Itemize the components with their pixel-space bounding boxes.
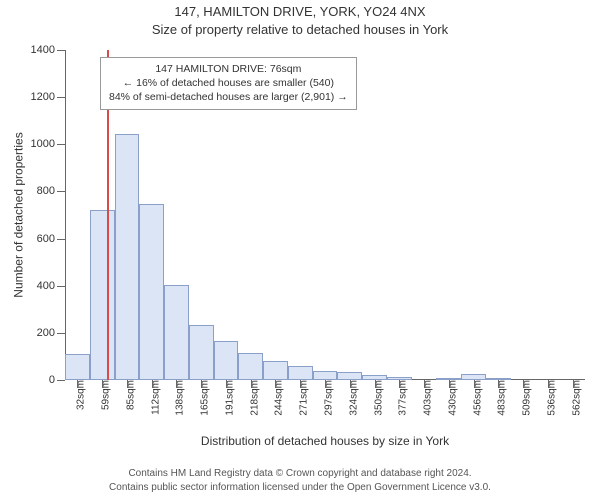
- y-tick-label: 600: [37, 233, 65, 245]
- attribution-block: Contains HM Land Registry data © Crown c…: [0, 467, 600, 494]
- x-tick-label: 297sqm: [316, 380, 335, 416]
- annotation-line: 84% of semi-detached houses are larger (…: [109, 90, 348, 104]
- y-tick-label: 1200: [31, 91, 65, 103]
- x-tick-label: 165sqm: [192, 380, 211, 416]
- x-tick-label: 218sqm: [241, 380, 260, 416]
- x-tick-label: 59sqm: [93, 380, 112, 410]
- y-axis-label-wrap: Number of detached properties: [12, 50, 26, 380]
- x-tick-label: 430sqm: [439, 380, 458, 416]
- x-tick-label: 562sqm: [563, 380, 582, 416]
- x-tick-label: 456sqm: [464, 380, 483, 416]
- chart-root: 147, HAMILTON DRIVE, YORK, YO24 4NX Size…: [0, 0, 600, 500]
- histogram-bar: [238, 353, 263, 380]
- histogram-bar: [313, 371, 338, 380]
- x-tick-label: 32sqm: [68, 380, 87, 410]
- chart-title-sub: Size of property relative to detached ho…: [0, 22, 600, 37]
- chart-title-main: 147, HAMILTON DRIVE, YORK, YO24 4NX: [0, 4, 600, 19]
- x-axis-label: Distribution of detached houses by size …: [65, 434, 585, 448]
- y-tick-label: 1000: [31, 138, 65, 150]
- y-tick-label: 0: [49, 374, 65, 386]
- x-tick-label: 509sqm: [514, 380, 533, 416]
- x-tick-label: 403sqm: [415, 380, 434, 416]
- y-tick-label: 1400: [31, 44, 65, 56]
- annotation-line: ← 16% of detached houses are smaller (54…: [109, 76, 348, 90]
- y-tick-label: 200: [37, 327, 65, 339]
- attribution-line-2: Contains public sector information licen…: [0, 481, 600, 495]
- histogram-bar: [65, 354, 90, 380]
- x-tick-label: 191sqm: [216, 380, 235, 416]
- attribution-line-1: Contains HM Land Registry data © Crown c…: [0, 467, 600, 481]
- histogram-bar: [164, 285, 189, 380]
- y-axis-label: Number of detached properties: [12, 132, 26, 297]
- x-tick-label: 138sqm: [167, 380, 186, 416]
- x-tick-label: 85sqm: [117, 380, 136, 410]
- annotation-line: 147 HAMILTON DRIVE: 76sqm: [109, 62, 348, 76]
- histogram-bar: [288, 366, 313, 380]
- x-tick-label: 350sqm: [365, 380, 384, 416]
- histogram-bar: [115, 134, 140, 380]
- y-tick-label: 800: [37, 185, 65, 197]
- y-tick-label: 400: [37, 280, 65, 292]
- x-tick-label: 377sqm: [390, 380, 409, 416]
- histogram-bar: [263, 361, 288, 380]
- histogram-bar: [189, 325, 214, 380]
- x-tick-label: 112sqm: [142, 380, 161, 415]
- x-tick-label: 483sqm: [489, 380, 508, 416]
- x-tick-label: 324sqm: [340, 380, 359, 416]
- annotation-box: 147 HAMILTON DRIVE: 76sqm← 16% of detach…: [100, 57, 357, 110]
- x-tick-label: 536sqm: [538, 380, 557, 416]
- x-tick-label: 271sqm: [291, 380, 310, 416]
- histogram-bar: [139, 204, 164, 380]
- histogram-bar: [337, 372, 362, 380]
- x-tick-label: 244sqm: [266, 380, 285, 416]
- histogram-bar: [90, 210, 115, 380]
- histogram-bar: [214, 341, 239, 380]
